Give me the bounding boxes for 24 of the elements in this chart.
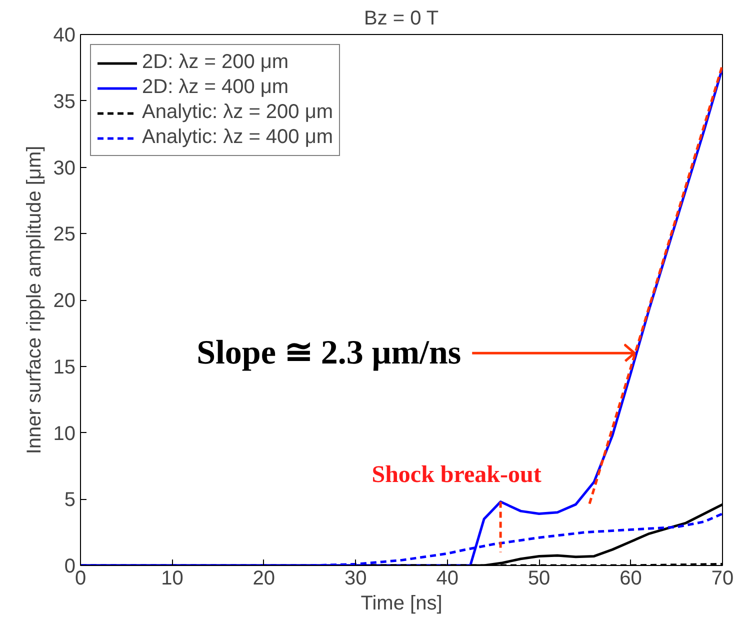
y-axis-title: Inner surface ripple amplitude [μm] — [23, 146, 46, 454]
legend-label: Analytic: λz = 400 μm — [142, 126, 334, 149]
annotation: Shock break-out — [372, 462, 542, 488]
legend-label: 2D: λz = 400 μm — [142, 76, 289, 99]
y-tick-label: 35 — [53, 90, 76, 113]
legend-label: Analytic: λz = 200 μm — [142, 101, 334, 124]
x-tick-label: 70 — [711, 568, 734, 590]
x-tick-label: 50 — [528, 568, 550, 590]
y-tick-label: 40 — [53, 24, 76, 46]
chart-title: Bz = 0 T — [364, 8, 439, 30]
y-tick-label: 10 — [53, 422, 76, 445]
y-tick-label: 20 — [53, 290, 76, 312]
x-tick-label: 60 — [620, 568, 642, 590]
x-axis-title: Time [ns] — [360, 592, 442, 614]
x-tick-label: 30 — [344, 568, 367, 590]
y-tick-label: 5 — [64, 489, 76, 512]
y-tick-label: 15 — [53, 356, 76, 378]
y-tick-label: 30 — [53, 157, 76, 180]
annotation: Slope ≅ 2.3 μm/ns — [196, 334, 462, 372]
x-tick-label: 10 — [161, 568, 184, 590]
legend-label: 2D: λz = 200 μm — [142, 51, 289, 74]
x-tick-label: 20 — [252, 568, 276, 590]
y-tick-label: 25 — [53, 224, 76, 246]
x-tick-label: 40 — [436, 568, 458, 590]
